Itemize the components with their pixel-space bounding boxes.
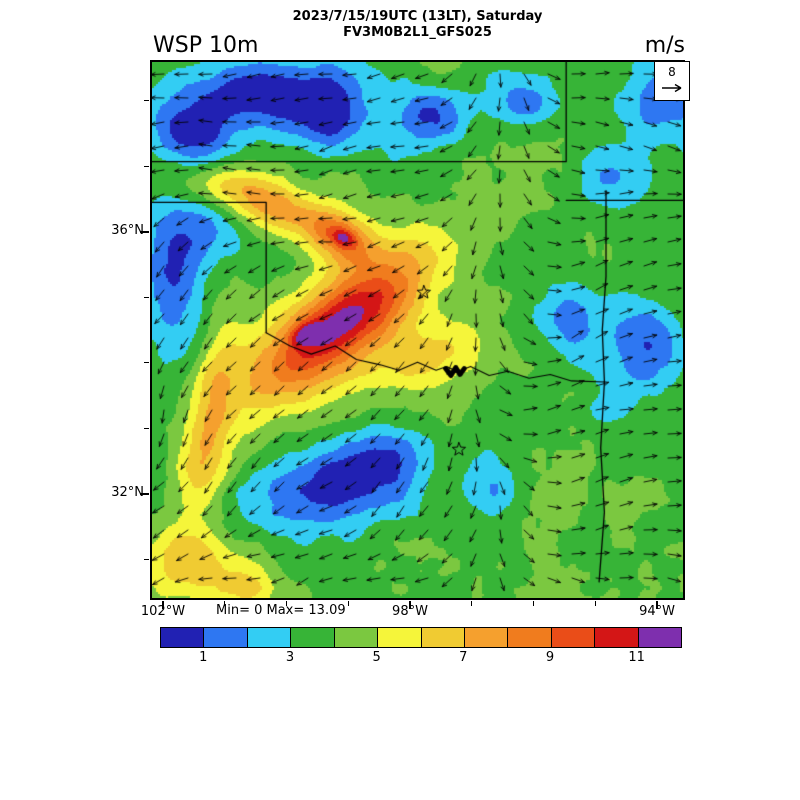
lon-tick-label: 94°W [639,604,675,619]
lon-minor-tick [224,601,226,606]
colorbar-tick-label: 1 [199,650,208,665]
minmax-label: Min= 0 Max= 13.09 [216,603,346,618]
reference-vector-box: 8 [654,61,690,101]
lat-minor-tick [144,165,149,167]
lat-minor-tick [144,362,149,364]
map-overlay-canvas [152,62,683,598]
lon-tick-label: 102°W [140,604,186,619]
colorbar-cell [161,628,205,647]
colorbar-cell [595,628,639,647]
lat-tick-label: 36°N [111,222,144,238]
lon-minor-tick [533,601,535,606]
plot-subtitle: FV3M0B2L1_GFS025 [343,25,492,40]
reference-vector-value: 8 [668,65,676,79]
lon-minor-tick [285,601,287,606]
variable-label: WSP 10m [153,33,259,58]
colorbar-cell [551,628,596,647]
colorbar-cell [378,628,422,647]
lon-tick-label: 98°W [392,604,428,619]
colorbar-tick-label: 3 [285,650,295,665]
lat-tick-label: 32°N [111,484,144,500]
lon-minor-tick [594,601,596,606]
map-frame [150,60,685,600]
colorbar-cell [291,628,335,647]
colorbar-cell [334,628,379,647]
colorbar-cell [638,628,682,647]
lat-minor-tick [144,427,149,429]
colorbar-cell [464,628,509,647]
plot-title: 2023/7/15/19UTC (13LT), Saturday [292,9,543,24]
lon-major-tick [656,601,658,609]
units-label: m/s [644,33,685,58]
lat-minor-tick [144,296,149,298]
colorbar-cell [204,628,248,647]
lon-minor-tick [471,601,473,606]
lat-minor-tick [144,100,149,102]
reference-vector-arrow-icon [662,83,682,93]
lat-major-tick [140,231,149,233]
colorbar-tick-label: 11 [628,650,645,665]
lon-major-tick [409,601,411,609]
colorbar-cell [247,628,292,647]
colorbar [160,627,682,648]
lon-major-tick [162,601,164,609]
lat-major-tick [140,493,149,495]
colorbar-tick-label: 9 [545,650,555,665]
lat-minor-tick [144,559,149,560]
lon-minor-tick [347,601,349,606]
colorbar-tick-label: 5 [372,650,381,665]
colorbar-cell [421,628,465,647]
colorbar-tick-label: 7 [459,650,468,665]
colorbar-cell [508,628,552,647]
